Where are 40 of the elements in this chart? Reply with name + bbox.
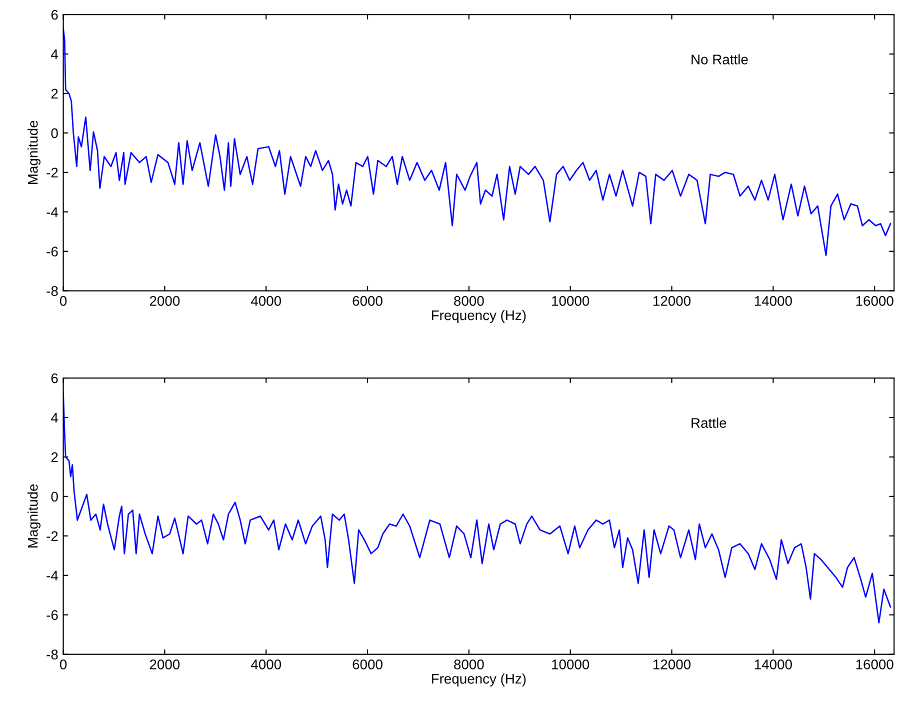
x-tick-label: 0 [60, 660, 67, 670]
x-tick-label: 4000 [250, 296, 282, 306]
y-axis-title: Magnitude [28, 484, 41, 548]
y-tick-label: -8 [46, 286, 58, 296]
x-tick-label: 10000 [552, 660, 590, 670]
x-tick-label: 12000 [654, 296, 691, 306]
x-tick-label: 8000 [454, 296, 484, 306]
y-tick-label: -8 [46, 650, 58, 660]
x-tick-label: 6000 [352, 660, 382, 670]
y-tick-label: -6 [46, 610, 58, 620]
y-tick-label: 6 [51, 373, 58, 384]
x-tick-label: 16000 [856, 296, 894, 306]
y-axis-title: Magnitude [28, 120, 41, 184]
y-tick-label: -2 [46, 168, 58, 178]
x-tick-label: 14000 [754, 660, 792, 670]
y-tick-label: 4 [51, 412, 58, 423]
y-tick-label: -6 [46, 246, 58, 257]
x-tick-label: 8000 [454, 660, 484, 670]
y-tick-label: 4 [51, 49, 58, 60]
annotation: No Rattle [692, 54, 748, 64]
x-tick-label: 2000 [150, 660, 180, 670]
y-tick-label: -2 [46, 531, 58, 541]
x-tick-label: 2000 [150, 296, 180, 306]
y-tick-label: 6 [51, 10, 58, 20]
y-tick-label: -4 [46, 570, 58, 580]
x-tick-label: 4000 [250, 660, 282, 670]
y-tick-label: -4 [46, 207, 58, 217]
x-tick-label: 16000 [856, 660, 894, 670]
y-tick-label: 0 [51, 128, 58, 138]
y-tick-label: 0 [51, 492, 58, 502]
x-tick-label: 14000 [754, 296, 792, 306]
annotation: Rattle [692, 418, 726, 428]
x-tick-label: 12000 [654, 660, 691, 670]
x-tick-label: 0 [60, 296, 67, 306]
y-tick-label: 2 [51, 88, 58, 99]
x-axis-title: Frequency (Hz) [432, 673, 526, 686]
x-axis-title: Frequency (Hz) [432, 310, 526, 323]
y-tick-label: 2 [51, 452, 58, 462]
x-tick-label: 10000 [552, 296, 590, 306]
x-tick-label: 6000 [352, 296, 382, 306]
